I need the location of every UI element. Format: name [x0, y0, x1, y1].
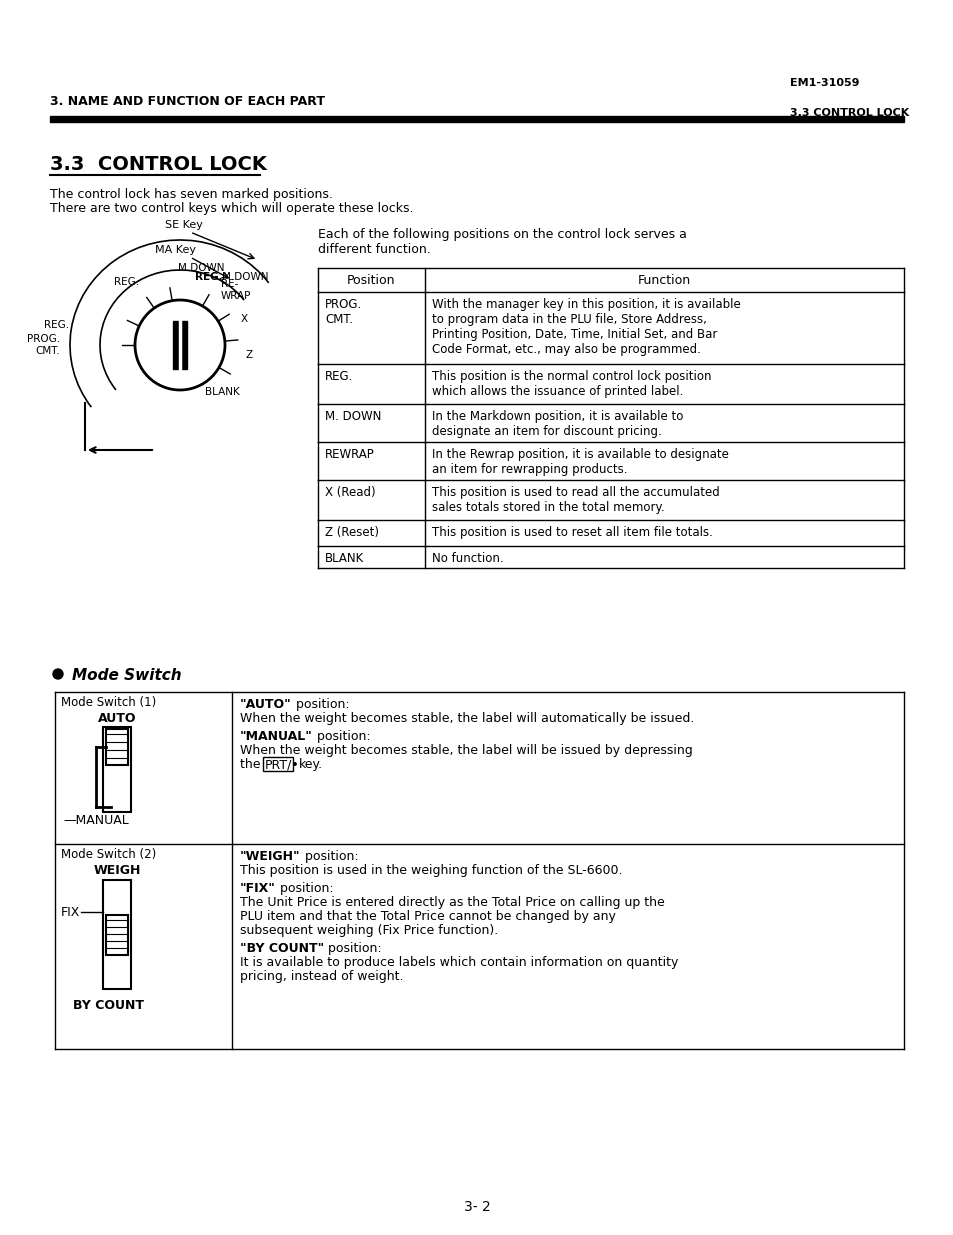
Text: AUTO: AUTO — [97, 713, 136, 725]
Text: REG.: REG. — [113, 278, 138, 288]
Bar — [106, 915, 128, 955]
Bar — [103, 727, 131, 811]
Text: M.DOWN: M.DOWN — [178, 263, 224, 273]
Text: Position: Position — [347, 273, 395, 287]
Bar — [103, 881, 131, 989]
Text: It is available to produce labels which contain information on quantity: It is available to produce labels which … — [240, 956, 678, 969]
Text: This position is used in the weighing function of the SL-6600.: This position is used in the weighing fu… — [240, 864, 622, 877]
Text: M. DOWN: M. DOWN — [325, 410, 381, 424]
Text: Mode Switch: Mode Switch — [71, 668, 181, 683]
Text: This position is used to reset all item file totals.: This position is used to reset all item … — [432, 526, 712, 538]
Text: X (Read): X (Read) — [325, 487, 375, 499]
Text: When the weight becomes stable, the label will be issued by depressing: When the weight becomes stable, the labe… — [240, 743, 692, 757]
Text: BLANK: BLANK — [205, 387, 239, 396]
Bar — [50, 116, 903, 122]
Text: MA Key: MA Key — [154, 245, 195, 254]
Text: subsequent weighing (Fix Price function).: subsequent weighing (Fix Price function)… — [240, 924, 497, 937]
Text: 3. NAME AND FUNCTION OF EACH PART: 3. NAME AND FUNCTION OF EACH PART — [50, 95, 325, 107]
Text: This position is the normal control lock position
which allows the issuance of p: This position is the normal control lock… — [432, 370, 711, 398]
Text: In the Markdown position, it is available to
designate an item for discount pric: In the Markdown position, it is availabl… — [432, 410, 682, 438]
Text: position:: position: — [275, 882, 334, 895]
Text: Function: Function — [638, 273, 690, 287]
Text: When the weight becomes stable, the label will automatically be issued.: When the weight becomes stable, the labe… — [240, 713, 694, 725]
Text: 3- 2: 3- 2 — [463, 1200, 490, 1214]
Text: position:: position: — [324, 942, 381, 955]
Text: 3.3  CONTROL LOCK: 3.3 CONTROL LOCK — [50, 156, 267, 174]
Text: "FIX": "FIX" — [240, 882, 275, 895]
Bar — [263, 757, 293, 771]
Text: EM1-31059: EM1-31059 — [789, 78, 859, 88]
Text: REG.: REG. — [44, 321, 70, 331]
Text: Z: Z — [246, 350, 253, 359]
Circle shape — [53, 669, 63, 679]
Text: key.: key. — [298, 758, 323, 771]
Text: FIX: FIX — [61, 906, 80, 919]
Text: "WEIGH": "WEIGH" — [240, 850, 300, 863]
Bar — [106, 729, 128, 764]
Text: "MANUAL": "MANUAL" — [240, 730, 313, 743]
Text: Each of the following positions on the control lock serves a
different function.: Each of the following positions on the c… — [317, 228, 686, 256]
Text: 3.3 CONTROL LOCK: 3.3 CONTROL LOCK — [789, 107, 908, 119]
Text: BLANK: BLANK — [325, 552, 364, 564]
Text: Z (Reset): Z (Reset) — [325, 526, 378, 538]
Text: —MANUAL: —MANUAL — [63, 814, 129, 827]
Text: RE-
WRAP: RE- WRAP — [221, 279, 251, 300]
Text: This position is used to read all the accumulated
sales totals stored in the tot: This position is used to read all the ac… — [432, 487, 719, 514]
Text: The Unit Price is entered directly as the Total Price on calling up the: The Unit Price is entered directly as th… — [240, 897, 664, 909]
Text: PROG.
CMT.: PROG. CMT. — [27, 335, 60, 356]
Text: pricing, instead of weight.: pricing, instead of weight. — [240, 969, 403, 983]
Text: The control lock has seven marked positions.: The control lock has seven marked positi… — [50, 188, 333, 201]
Text: In the Rewrap position, it is available to designate
an item for rewrapping prod: In the Rewrap position, it is available … — [432, 448, 728, 475]
Bar — [172, 321, 187, 369]
Text: No function.: No function. — [432, 552, 503, 564]
Text: PROG.
CMT.: PROG. CMT. — [325, 298, 362, 326]
Text: PLU item and that the Total Price cannot be changed by any: PLU item and that the Total Price cannot… — [240, 910, 616, 923]
Text: SE Key: SE Key — [165, 220, 203, 230]
Text: Mode Switch (2): Mode Switch (2) — [61, 848, 156, 861]
Text: position:: position: — [292, 698, 349, 711]
Circle shape — [135, 300, 225, 390]
Text: There are two control keys which will operate these locks.: There are two control keys which will op… — [50, 203, 413, 215]
Text: Mode Switch (1): Mode Switch (1) — [61, 697, 156, 709]
Text: WEIGH: WEIGH — [93, 864, 140, 877]
Text: REG.: REG. — [325, 370, 353, 383]
Text: With the manager key in this position, it is available
to program data in the PL: With the manager key in this position, i… — [432, 298, 740, 356]
Text: position:: position: — [313, 730, 370, 743]
Text: BY COUNT: BY COUNT — [73, 999, 144, 1011]
Text: X: X — [241, 314, 248, 325]
Text: REG.: REG. — [194, 272, 222, 282]
Text: PRT/•: PRT/• — [265, 758, 299, 771]
Text: the: the — [240, 758, 264, 771]
Text: position:: position: — [300, 850, 358, 863]
Text: M.DOWN: M.DOWN — [222, 272, 268, 282]
Text: "AUTO": "AUTO" — [240, 698, 292, 711]
Text: "BY COUNT": "BY COUNT" — [240, 942, 324, 955]
Text: REWRAP: REWRAP — [325, 448, 375, 461]
